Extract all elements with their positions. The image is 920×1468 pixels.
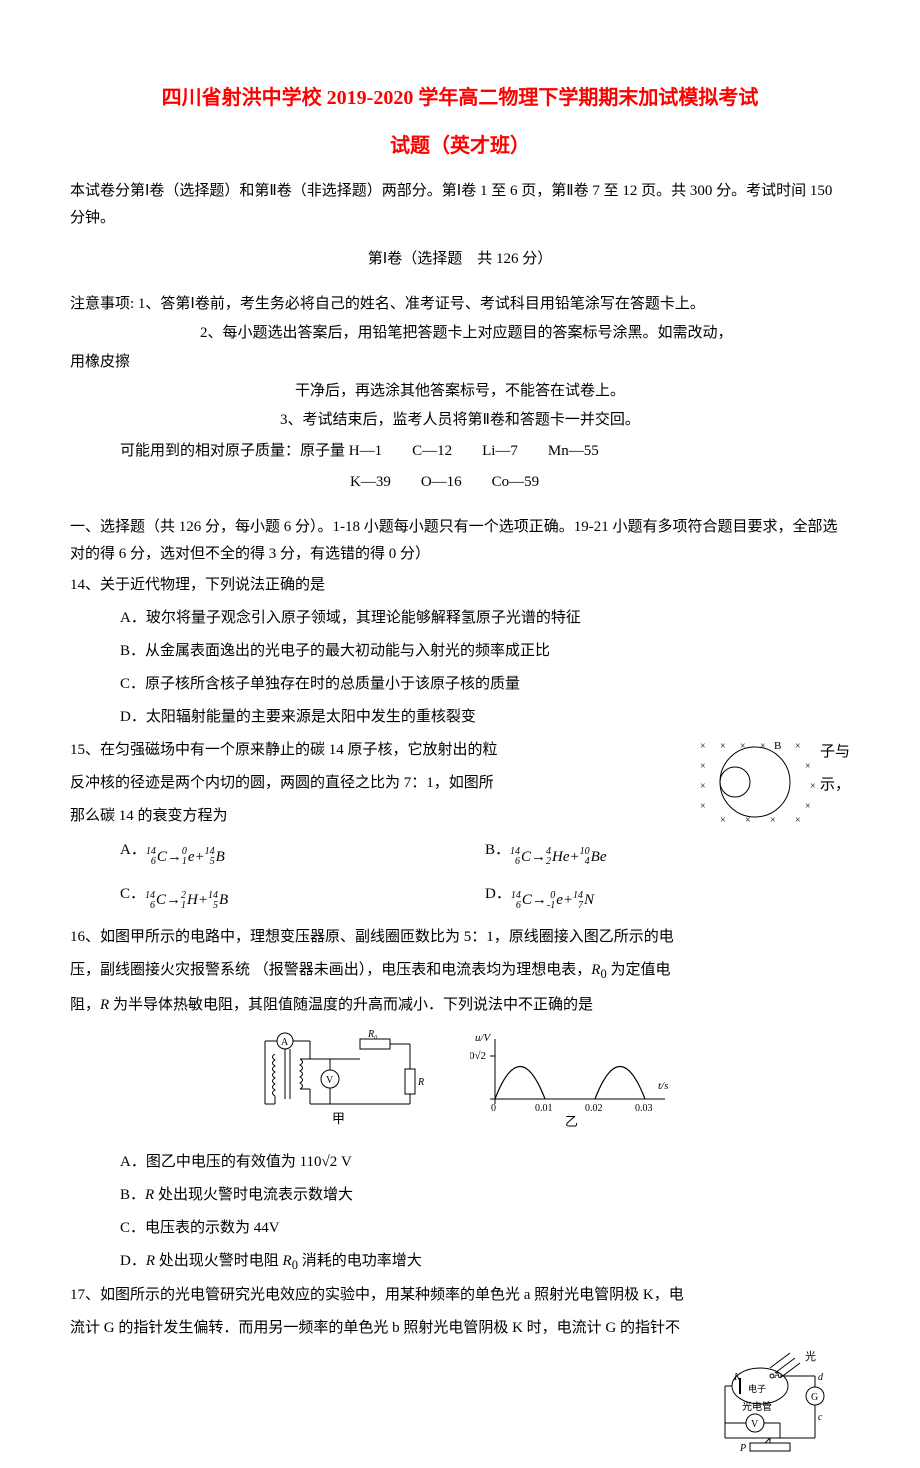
svg-text:×: × (700, 741, 706, 752)
svg-text:0: 0 (491, 1103, 496, 1114)
svg-text:×: × (760, 741, 766, 752)
section1-header: 第Ⅰ卷（选择题 共 126 分） (70, 246, 850, 273)
q15-line3: 那么碳 14 的衰变方程为 (70, 803, 682, 830)
q16-b-pre: B． (120, 1187, 145, 1203)
svg-text:220√2: 220√2 (470, 1050, 486, 1062)
notice-label: 注意事项: (70, 296, 138, 312)
notice-line-2c: 干净后，再选涂其他答案标号，不能答在试卷上。 (70, 378, 850, 405)
svg-text:u/V: u/V (475, 1032, 492, 1044)
main-title: 四川省射洪中学校 2019-2020 学年高二物理下学期期末加试模拟考试 (70, 80, 850, 116)
atomic-mass-line1: 可能用到的相对原子质量：原子量 H—1 C—12 Li—7 Mn—55 (70, 438, 850, 465)
q16-d-r: R (146, 1253, 155, 1269)
q15-option-a: A．146C→01e+145B (120, 837, 485, 871)
svg-text:×: × (795, 741, 801, 752)
notice-line-2b: 用橡皮擦 (70, 349, 850, 376)
q15-line1: 15、在匀强磁场中有一个原来静止的碳 14 原子核，它放射出的粒 (70, 737, 682, 764)
q16-d-r0: R (283, 1253, 292, 1269)
q15-option-d: D．146C→0-1e+147N (485, 881, 850, 915)
q15-option-c: C．146C→21H+145B (120, 881, 485, 915)
svg-text:×: × (720, 815, 726, 826)
q14-stem: 14、关于近代物理，下列说法正确的是 (70, 572, 850, 599)
q17-line1: 17、如图所示的光电管研究光电效应的实验中，用某种频率的单色光 a 照射光电管阴… (70, 1282, 850, 1309)
notice-line-3: 3、考试结束后，监考人员将第Ⅱ卷和答题卡一并交回。 (70, 407, 850, 434)
svg-text:×: × (805, 761, 811, 772)
svg-text:0.02: 0.02 (585, 1103, 603, 1114)
svg-text:×: × (810, 781, 816, 792)
svg-text:P: P (739, 1443, 746, 1454)
svg-text:V: V (326, 1075, 334, 1086)
svg-text:G: G (811, 1392, 818, 1403)
notice-line-1: 注意事项: 1、答第Ⅰ卷前，考生务必将自己的姓名、准考证号、考试科目用铅笔涂写在… (70, 291, 850, 318)
q16-line2: 压，副线圈接火灾报警系统 （报警器未画出），电压表和电流表均为理想电表，R0 为… (70, 957, 850, 986)
q15-after-2: 示， (820, 772, 850, 799)
q14-option-c: C．原子核所含核子单独存在时的总质量小于该原子核的质量 (70, 671, 850, 698)
q16-option-b: B．R 处出现火警时电流表示数增大 (70, 1182, 850, 1209)
q14-option-a: A．玻尔将量子观念引入原子领域，其理论能够解释氢原子光谱的特征 (70, 605, 850, 632)
svg-text:c: c (818, 1412, 823, 1423)
notice-line-2: 2、每小题选出答案后，用铅笔把答题卡上对应题目的答案标号涂黑。如需改动， (70, 320, 850, 347)
svg-text:0.03: 0.03 (635, 1103, 653, 1114)
q16-a-suf: V (337, 1154, 352, 1170)
q17-figure: 光 K A 电子 光电管 d G c V P (720, 1348, 850, 1468)
svg-text:×: × (700, 781, 706, 792)
q16-option-c: C．电压表的示数为 44V (70, 1215, 850, 1242)
svg-text:R₀: R₀ (367, 1029, 378, 1040)
q14-option-d: D．太阳辐射能量的主要来源是太阳中发生的重核裂变 (70, 704, 850, 731)
svg-text:t/s: t/s (658, 1080, 668, 1092)
svg-text:×: × (700, 801, 706, 812)
q16-a-pre: A．图乙中电压的有效值为 110 (120, 1154, 322, 1170)
q15-after-1: 子与 (820, 739, 850, 766)
q15-after-text: 子与 示， (820, 737, 850, 805)
q16-option-a: A．图乙中电压的有效值为 110√2 V (70, 1149, 850, 1176)
choice-header: 一、选择题（共 126 分，每小题 6 分）。1-18 小题每小题只有一个选项正… (70, 514, 850, 568)
svg-text:光电管: 光电管 (742, 1400, 772, 1413)
svg-text:乙: 乙 (565, 1114, 578, 1129)
q15-options-row1: A．146C→01e+145B B．146C→42He+104Be (70, 837, 850, 871)
svg-text:R: R (417, 1077, 424, 1088)
notice-1-text: 1、答第Ⅰ卷前，考生务必将自己的姓名、准考证号、考试科目用铅笔涂写在答题卡上。 (138, 296, 705, 312)
svg-text:×: × (770, 815, 776, 826)
q15-options-row2: C．146C→21H+145B D．146C→0-1e+147N (70, 881, 850, 915)
q15-fig-b-label: B (774, 740, 781, 752)
svg-text:×: × (795, 815, 801, 826)
q16-fig-jia: A V R₀ R 甲 (250, 1029, 430, 1139)
q17-line2: 流计 G 的指针发生偏转．而用另一频率的单色光 b 照射光电管阴极 K 时，电流… (70, 1315, 850, 1342)
q16-line3-b: 为半导体热敏电阻，其阻值随温度的升高而减小．下列说法中不正确的是 (109, 997, 593, 1013)
svg-text:×: × (720, 741, 726, 752)
svg-text:电子: 电子 (748, 1383, 766, 1394)
q16-line1: 16、如图甲所示的电路中，理想变压器原、副线圈匝数比为 5：1，原线圈接入图乙所… (70, 924, 850, 951)
q16-b-r: R (145, 1187, 154, 1203)
svg-text:×: × (700, 761, 706, 772)
svg-text:×: × (805, 801, 811, 812)
q16-b-suf: 处出现火警时电流表示数增大 (154, 1187, 353, 1203)
subtitle: 试题（英才班） (70, 128, 850, 164)
q15-wrapper: 15、在匀强磁场中有一个原来静止的碳 14 原子核，它放射出的粒 反冲核的径迹是… (70, 737, 850, 837)
q16-option-d: D．R 处出现火警时电阻 R0 消耗的电功率增大 (70, 1248, 850, 1277)
q16-figures: A V R₀ R 甲 u/V 220√2 (70, 1029, 850, 1139)
svg-text:V: V (751, 1419, 759, 1430)
svg-text:0.01: 0.01 (535, 1103, 553, 1114)
atomic-mass-line2: K—39 O—16 Co—59 (70, 469, 850, 496)
svg-text:光: 光 (805, 1349, 816, 1363)
q15-text-block: 15、在匀强磁场中有一个原来静止的碳 14 原子核，它放射出的粒 反冲核的径迹是… (70, 737, 682, 836)
q16-d-pre: D． (120, 1253, 146, 1269)
q15-figure: ××××× B ×× ×× ×× ×××× (690, 737, 820, 837)
intro-text: 本试卷分第Ⅰ卷（选择题）和第Ⅱ卷（非选择题）两部分。第Ⅰ卷 1 至 6 页，第Ⅱ… (70, 178, 850, 232)
q15-line2: 反冲核的径迹是两个内切的圆，两圆的直径之比为 7：1，如图所 (70, 770, 682, 797)
svg-text:A: A (281, 1037, 289, 1048)
svg-text:A: A (774, 1370, 781, 1380)
q16-d-mid: 处出现火警时电阻 (155, 1253, 283, 1269)
q16-r: R (100, 997, 109, 1013)
q16-line2-a: 压，副线圈接火灾报警系统 （报警器未画出），电压表和电流表均为理想电表， (70, 962, 591, 978)
q15-option-b: B．146C→42He+104Be (485, 837, 850, 871)
q14-option-b: B．从金属表面逸出的光电子的最大初动能与入射光的频率成正比 (70, 638, 850, 665)
q16-line3-a: 阻， (70, 997, 100, 1013)
svg-text:甲: 甲 (332, 1111, 345, 1126)
svg-text:d: d (818, 1372, 824, 1383)
q16-line3: 阻，R 为半导体热敏电阻，其阻值随温度的升高而减小．下列说法中不正确的是 (70, 992, 850, 1019)
q16-d-suf: 消耗的电功率增大 (298, 1253, 422, 1269)
q16-line2-b: 为定值电 (607, 962, 671, 978)
q16-fig-yi: u/V 220√2 t/s 0 0.01 0.02 0.03 乙 (470, 1029, 670, 1139)
